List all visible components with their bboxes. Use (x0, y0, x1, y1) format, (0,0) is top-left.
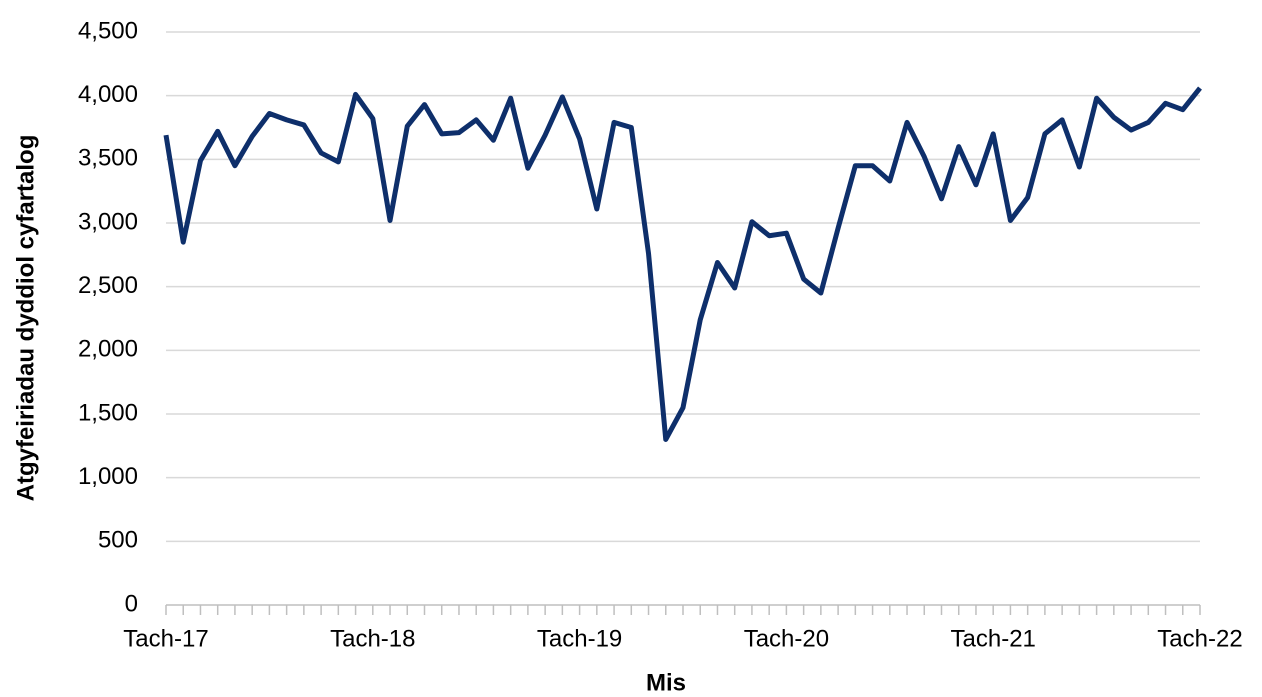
y-tick-label: 2,000 (78, 336, 138, 363)
y-tick-label: 4,500 (78, 17, 138, 44)
x-tick-label: Tach-22 (1157, 625, 1242, 652)
y-axis-label: Atgyfeiriadau dyddiol cyfartalog (12, 135, 39, 502)
x-tick-label: Tach-17 (123, 625, 208, 652)
x-axis-label: Mis (646, 669, 686, 696)
y-tick-label: 500 (98, 527, 138, 554)
y-tick-label: 1,500 (78, 399, 138, 426)
y-tick-label: 2,500 (78, 272, 138, 299)
y-tick-label: 4,000 (78, 81, 138, 108)
y-tick-label: 3,500 (78, 145, 138, 172)
x-tick-label: Tach-18 (330, 625, 415, 652)
y-tick-label: 3,000 (78, 208, 138, 235)
x-tick-label: Tach-19 (537, 625, 622, 652)
y-tick-label: 1,000 (78, 463, 138, 490)
y-tick-label: 0 (125, 590, 138, 617)
series-line (163, 86, 1202, 442)
x-tick-label: Tach-21 (951, 625, 1036, 652)
x-tick-label: Tach-20 (744, 625, 829, 652)
